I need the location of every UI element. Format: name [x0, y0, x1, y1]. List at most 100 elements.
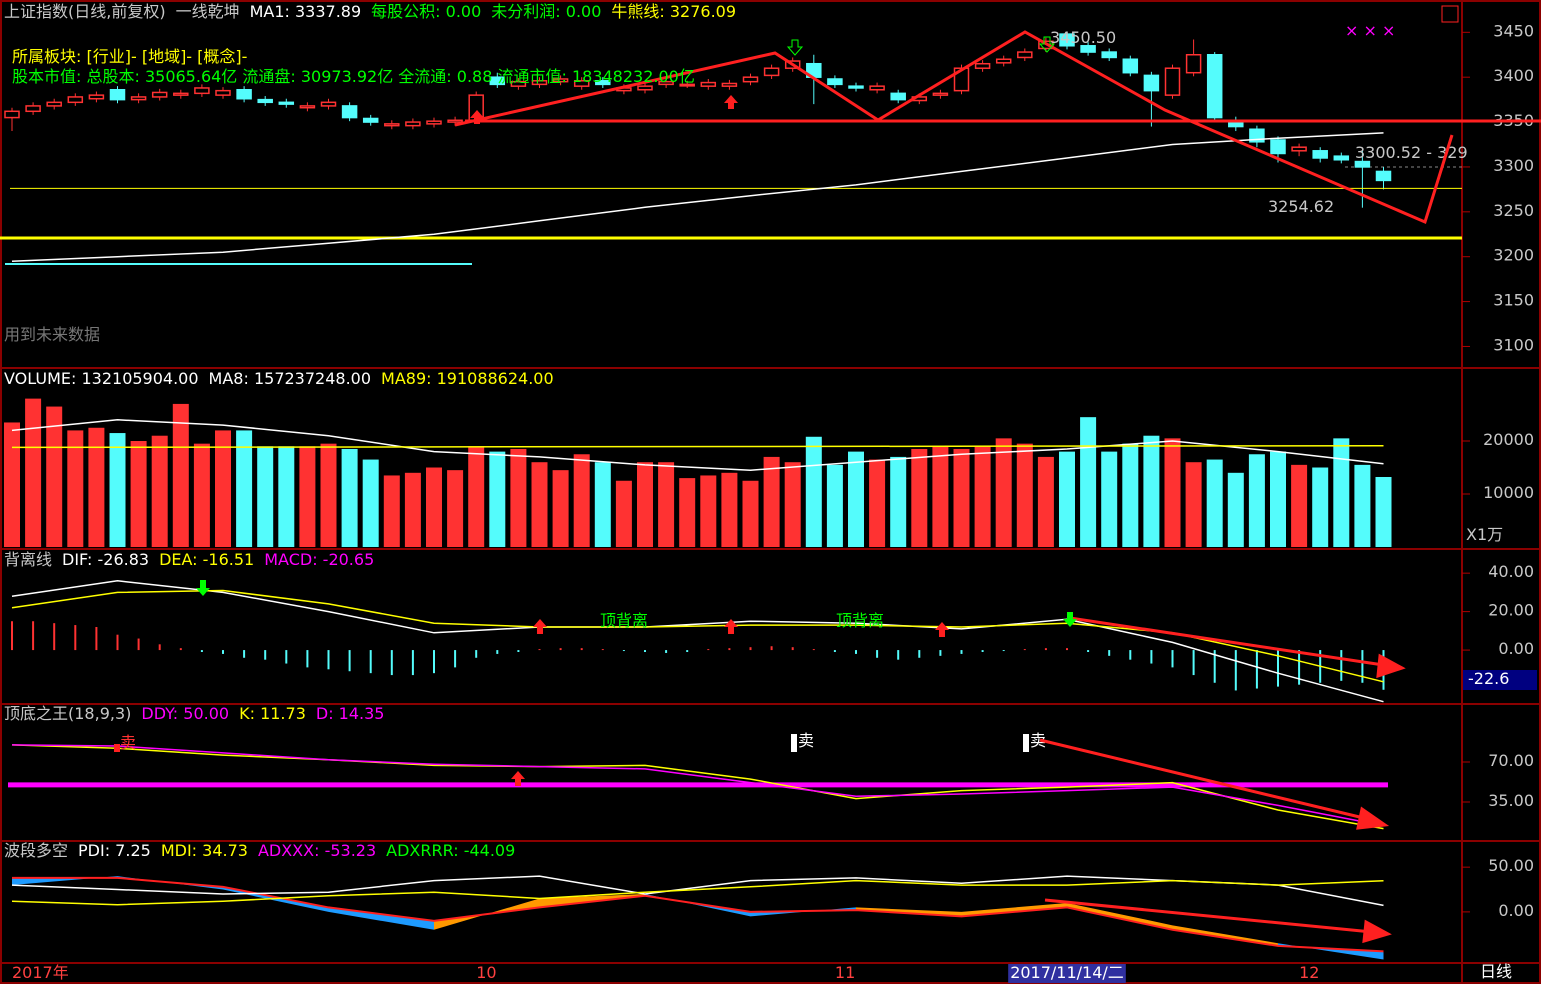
- volume-bar: [784, 462, 801, 547]
- y-tick-label: 3450: [1493, 21, 1534, 40]
- candle-body: [25, 105, 41, 113]
- candle-body: [46, 101, 62, 107]
- unit-label: X1万: [1466, 525, 1503, 544]
- candle-body: [1185, 54, 1202, 74]
- candle-body: [4, 110, 20, 119]
- divergence-note: 顶背离: [600, 611, 648, 630]
- volume-bar: [1333, 438, 1350, 547]
- band-fill: [1172, 925, 1278, 946]
- up-arrow: [935, 622, 949, 637]
- volume-bar: [1164, 438, 1181, 547]
- volume-bar: [46, 406, 63, 547]
- volume-bar: [805, 436, 822, 547]
- candle-body: [995, 58, 1012, 64]
- panel-header: MACD: -20.65: [264, 550, 374, 569]
- indicator-line: [11, 419, 1384, 471]
- volume-bar: [25, 398, 42, 547]
- x-tick-label: 2017/11/14/二: [1010, 963, 1124, 982]
- volume-bar: [552, 470, 569, 547]
- y-tick-label: 40.00: [1488, 562, 1534, 581]
- y-tick-label: 0.00: [1498, 901, 1534, 920]
- volume-bar: [637, 462, 653, 547]
- panel-header: 一线乾坤: [176, 2, 240, 21]
- candle-body: [1143, 74, 1160, 92]
- y-tick-label: 10000: [1483, 483, 1534, 502]
- volume-bar: [742, 480, 759, 547]
- candle-body: [299, 105, 316, 109]
- volume-bar: [88, 427, 105, 547]
- panel-header: MDI: 34.73: [161, 841, 248, 860]
- volume-bar: [1291, 464, 1308, 547]
- y-tick-label: 3400: [1493, 66, 1534, 85]
- volume-bar: [1312, 467, 1329, 547]
- y-tick-label: 20.00: [1488, 601, 1534, 620]
- volume-bar: [67, 430, 84, 547]
- candle-body: [595, 80, 611, 86]
- volume-bar: [1375, 476, 1392, 547]
- sector-line: 所属板块: [行业]- [地域]- [概念]-: [12, 47, 247, 66]
- volume-bar: [1248, 454, 1265, 547]
- band-fill: [1067, 902, 1173, 930]
- y-tick-label: 20000: [1483, 430, 1534, 449]
- volume-bar: [320, 443, 337, 547]
- y-tick-label: 70.00: [1488, 751, 1534, 770]
- period-label[interactable]: 日线: [1480, 962, 1512, 981]
- volume-bar: [974, 446, 991, 547]
- panel-header: DDY: 50.00: [141, 704, 229, 723]
- y-tick-label: 3200: [1493, 246, 1534, 265]
- candle-body: [130, 96, 147, 101]
- volume-bar: [1270, 451, 1286, 547]
- candle-body: [384, 123, 400, 127]
- y-tick-label: 0.00: [1498, 639, 1534, 658]
- candle-body: [1080, 45, 1096, 53]
- volume-bar: [594, 462, 611, 547]
- price-annotation: 3450.50: [1050, 28, 1116, 47]
- candle-body: [1312, 150, 1328, 159]
- candle-body: [362, 117, 379, 123]
- price-annotation: 3254.62: [1268, 197, 1334, 216]
- candle-body: [1354, 160, 1371, 168]
- panel-header: 牛熊线: 3276.09: [611, 2, 736, 21]
- candle-body: [67, 96, 84, 104]
- panel-header: D: 14.35: [316, 704, 385, 723]
- volume-bar: [468, 446, 485, 547]
- candle-body: [173, 92, 189, 96]
- trend-arrow: [1039, 738, 1373, 822]
- volume-bar: [869, 459, 886, 547]
- indicator-line: [11, 744, 1384, 830]
- sell-note: 卖: [798, 731, 814, 750]
- volume-bar: [615, 480, 632, 547]
- candle-body: [1333, 155, 1350, 161]
- volume-bar: [1206, 459, 1223, 547]
- volume-bar: [447, 470, 464, 547]
- sell-note: 卖: [120, 733, 136, 752]
- candle-body: [194, 87, 210, 95]
- volume-bar: [1059, 451, 1075, 547]
- panel-header: K: 11.73: [239, 704, 306, 723]
- arrow-head: [1356, 806, 1390, 830]
- arrow-head: [1362, 919, 1392, 944]
- x-tick-label: 10: [476, 963, 496, 982]
- candle-body: [573, 80, 590, 87]
- volume-bar: [911, 448, 928, 547]
- window-button[interactable]: [1441, 5, 1459, 23]
- volume-bar: [531, 462, 548, 547]
- candle-body: [1017, 51, 1033, 59]
- candle-body: [405, 121, 421, 127]
- down-arrow: [196, 580, 210, 596]
- date-highlight: [1008, 964, 1126, 983]
- candle-body: [1270, 139, 1286, 155]
- sell-flag: [1023, 734, 1029, 752]
- panel-header: 未分利润: 0.00: [491, 2, 601, 21]
- volume-bar: [700, 475, 717, 547]
- divergence-note: 顶背离: [836, 611, 884, 630]
- panel-header: MA1: 3337.89: [250, 2, 362, 21]
- candle-body: [1164, 67, 1181, 96]
- panel-header: MA8: 157237248.00: [209, 369, 371, 388]
- candle-body: [320, 101, 337, 107]
- indicator-line: [11, 589, 1384, 683]
- toolbar-icon[interactable]: × × ×: [1345, 21, 1395, 40]
- candle-body: [890, 92, 906, 101]
